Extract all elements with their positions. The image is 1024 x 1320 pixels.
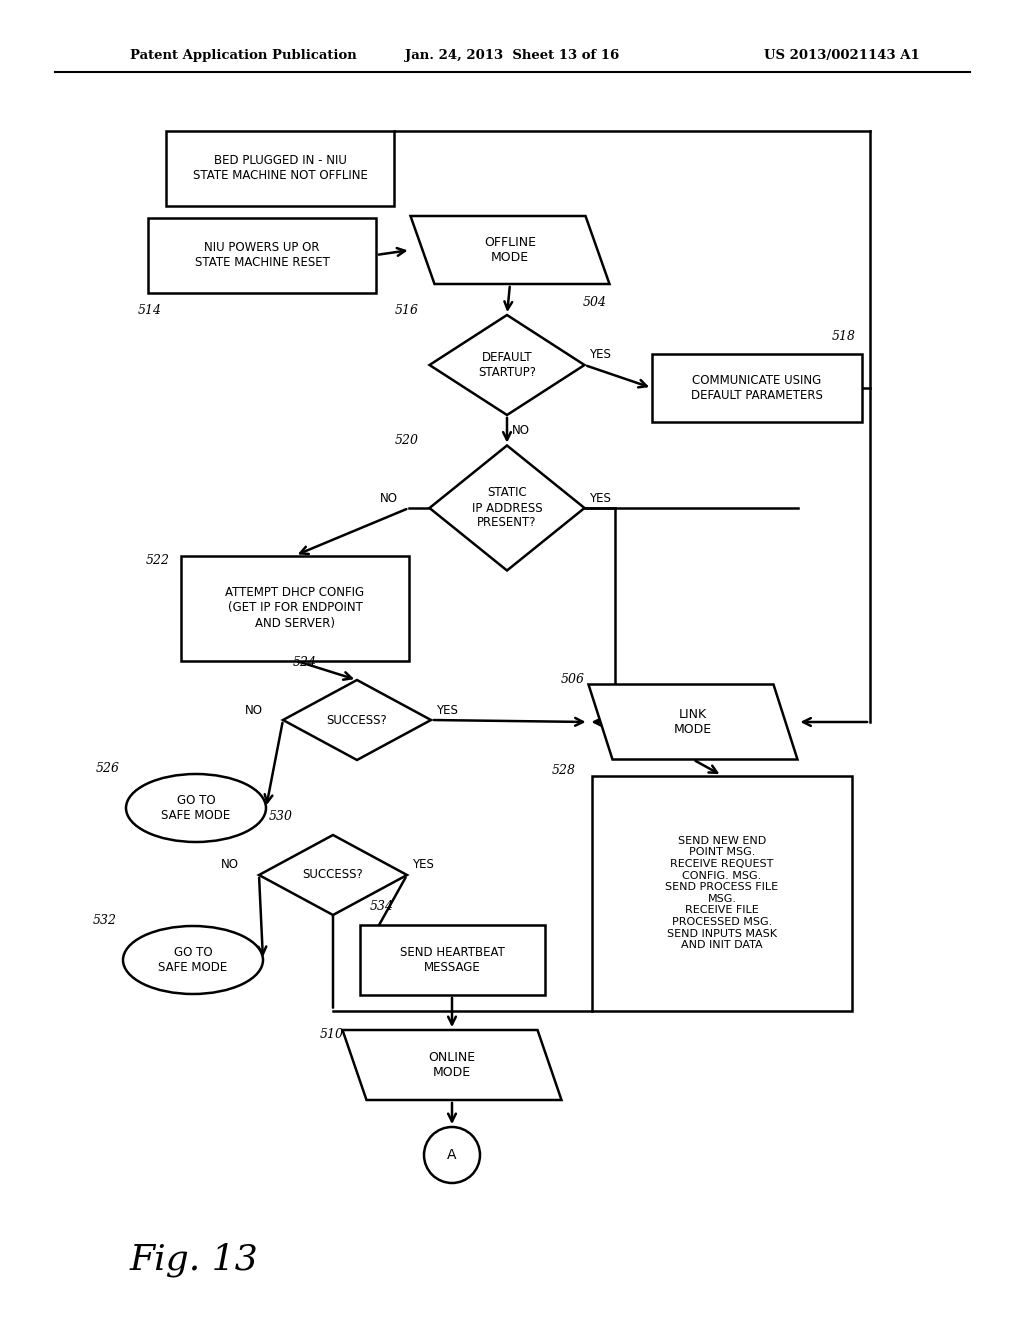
Text: 534: 534	[370, 900, 393, 913]
Text: 506: 506	[560, 673, 585, 686]
Polygon shape	[411, 216, 609, 284]
Ellipse shape	[126, 774, 266, 842]
Text: 530: 530	[269, 810, 293, 824]
Text: ONLINE
MODE: ONLINE MODE	[428, 1051, 475, 1078]
Text: NO: NO	[380, 491, 397, 504]
Text: Fig. 13: Fig. 13	[130, 1242, 259, 1278]
Text: SUCCESS?: SUCCESS?	[303, 869, 364, 882]
Bar	[181, 556, 409, 660]
Text: 526: 526	[96, 763, 120, 776]
Text: BED PLUGGED IN - NIU
STATE MACHINE NOT OFFLINE: BED PLUGGED IN - NIU STATE MACHINE NOT O…	[193, 154, 368, 182]
Text: US 2013/0021143 A1: US 2013/0021143 A1	[764, 49, 920, 62]
Text: NIU POWERS UP OR
STATE MACHINE RESET: NIU POWERS UP OR STATE MACHINE RESET	[195, 242, 330, 269]
Bar	[166, 131, 394, 206]
Text: 532: 532	[93, 915, 117, 928]
Text: ATTEMPT DHCP CONFIG
(GET IP FOR ENDPOINT
AND SERVER): ATTEMPT DHCP CONFIG (GET IP FOR ENDPOINT…	[225, 586, 365, 630]
Polygon shape	[259, 836, 407, 915]
Text: 522: 522	[146, 554, 170, 568]
Text: OFFLINE
MODE: OFFLINE MODE	[484, 236, 536, 264]
Text: 510: 510	[319, 1028, 343, 1041]
Text: YES: YES	[590, 348, 611, 362]
Polygon shape	[283, 680, 431, 760]
Polygon shape	[342, 1030, 561, 1100]
Text: SUCCESS?: SUCCESS?	[327, 714, 387, 726]
Text: 518: 518	[831, 330, 856, 342]
Ellipse shape	[123, 927, 263, 994]
Text: A: A	[447, 1148, 457, 1162]
Text: 516: 516	[394, 304, 419, 317]
Text: NO: NO	[512, 424, 530, 437]
Text: SEND NEW END
POINT MSG.
RECEIVE REQUEST
CONFIG. MSG.
SEND PROCESS FILE
MSG.
RECE: SEND NEW END POINT MSG. RECEIVE REQUEST …	[666, 836, 778, 950]
Text: COMMUNICATE USING
DEFAULT PARAMETERS: COMMUNICATE USING DEFAULT PARAMETERS	[691, 374, 823, 403]
Bar	[652, 354, 862, 422]
Text: NO: NO	[221, 858, 239, 871]
Text: YES: YES	[436, 704, 458, 717]
Text: STATIC
IP ADDRESS
PRESENT?: STATIC IP ADDRESS PRESENT?	[472, 487, 543, 529]
Bar	[592, 776, 852, 1011]
Text: 524: 524	[293, 656, 317, 668]
Text: YES: YES	[412, 858, 434, 871]
Text: DEFAULT
STARTUP?: DEFAULT STARTUP?	[478, 351, 536, 379]
Text: 520: 520	[394, 434, 419, 447]
Text: 514: 514	[138, 304, 162, 317]
Text: YES: YES	[590, 491, 611, 504]
Text: NO: NO	[245, 704, 263, 717]
Polygon shape	[429, 446, 585, 570]
Text: 528: 528	[552, 764, 575, 777]
Circle shape	[424, 1127, 480, 1183]
Polygon shape	[589, 685, 798, 759]
Text: SEND HEARTBEAT
MESSAGE: SEND HEARTBEAT MESSAGE	[399, 946, 505, 974]
Bar	[148, 218, 376, 293]
Text: 504: 504	[583, 296, 606, 309]
Text: Patent Application Publication: Patent Application Publication	[130, 49, 356, 62]
Text: Jan. 24, 2013  Sheet 13 of 16: Jan. 24, 2013 Sheet 13 of 16	[404, 49, 620, 62]
Polygon shape	[429, 315, 585, 414]
Text: GO TO
SAFE MODE: GO TO SAFE MODE	[162, 795, 230, 822]
Text: LINK
MODE: LINK MODE	[674, 708, 712, 737]
Bar	[359, 925, 545, 995]
Text: GO TO
SAFE MODE: GO TO SAFE MODE	[159, 946, 227, 974]
